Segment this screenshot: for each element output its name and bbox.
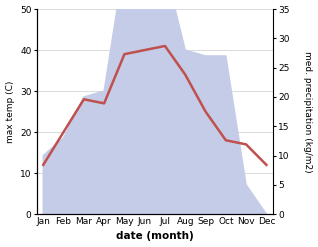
Y-axis label: max temp (C): max temp (C) (5, 80, 15, 143)
X-axis label: date (month): date (month) (116, 231, 194, 242)
Y-axis label: med. precipitation (kg/m2): med. precipitation (kg/m2) (303, 51, 313, 172)
